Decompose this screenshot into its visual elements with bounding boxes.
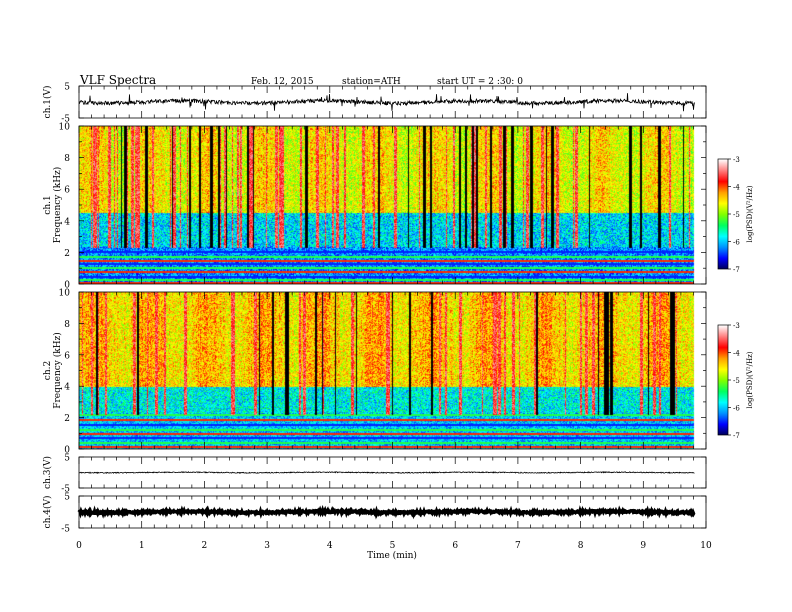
- y-tick-label: 10: [59, 289, 71, 299]
- ch2-colorbar-image: [718, 325, 728, 435]
- start-time-label: start UT = 2 :30: 0: [437, 77, 523, 87]
- x-tick-label: 8: [578, 541, 584, 551]
- colorbar-tick-label: -6: [733, 239, 740, 247]
- y-tick-label: 6: [64, 186, 70, 196]
- figure-title: VLF Spectra: [79, 73, 156, 87]
- y-tick-label: 10: [59, 123, 71, 133]
- y-tick-label: 2: [64, 249, 70, 259]
- ch3-waveform-panel: 5 -5 ch.3(V): [42, 454, 707, 495]
- channel-label: ch.1: [43, 195, 53, 214]
- y-tick-label: 2: [64, 414, 70, 424]
- y-tick-label: 8: [64, 154, 70, 164]
- x-tick-label: 0: [76, 541, 82, 551]
- y-tick-label: 6: [64, 351, 70, 361]
- x-tick-label: 2: [202, 541, 208, 551]
- y-tick-label: 5: [64, 454, 70, 464]
- colorbar-tick-label: -7: [733, 266, 740, 274]
- ch1-spectrogram-panel: 0 2 4 6 8 10 ch.1 Frequency (kHz): [43, 123, 707, 291]
- y-tick-label: 8: [64, 320, 70, 330]
- colorbar-tick-label: -3: [733, 156, 740, 164]
- colorbar-tick-label: -6: [733, 405, 740, 413]
- y-axis-label: ch.3(V): [42, 456, 53, 489]
- y-tick-label: 5: [64, 83, 70, 93]
- ch2-spectrogram-image: [79, 292, 706, 449]
- x-tick-label: 3: [264, 541, 270, 551]
- waveform-trace: [78, 93, 695, 112]
- date-label: Feb. 12, 2015: [251, 77, 314, 87]
- y-tick-label: -5: [61, 525, 70, 535]
- ch1-colorbar: -3 -4 -5 -6 -7 log(PSD)(V²/Hz): [717, 156, 754, 274]
- x-tick-label: 10: [700, 541, 712, 551]
- ch1-colorbar-image: [718, 159, 728, 269]
- station-label: station=ATH: [342, 77, 401, 87]
- ch1-spectrogram-image: [79, 126, 706, 284]
- x-tick-label: 9: [640, 541, 646, 551]
- y-axis-label: Frequency (kHz): [52, 167, 63, 244]
- time-axis-label: Time (min): [367, 550, 417, 561]
- ch2-colorbar: -3 -4 -5 -6 -7 log(PSD)(V²/Hz): [717, 322, 754, 440]
- y-tick-label: 5: [64, 493, 70, 503]
- colorbar-tick-label: -3: [733, 322, 740, 330]
- colorbar-tick-label: -4: [733, 184, 740, 192]
- y-tick-label: -5: [61, 115, 70, 125]
- colorbar-tick-label: -5: [733, 377, 740, 385]
- x-tick-label: 7: [515, 541, 521, 551]
- ch2-spectrogram-panel: 0 2 4 6 8 10 ch.2 Frequency (kHz): [43, 289, 707, 456]
- y-axis-label: ch.1(V): [42, 86, 53, 119]
- ch4-waveform-panel: 5 -5 ch.4(V): [42, 493, 707, 535]
- ch1-waveform-panel: 5 -5 ch.1(V): [42, 83, 707, 125]
- y-tick-label: 4: [64, 217, 70, 227]
- y-tick-label: -5: [61, 485, 70, 495]
- x-tick-label: 5: [390, 541, 396, 551]
- y-tick-label: 4: [64, 383, 70, 393]
- y-tick-label: 0: [64, 446, 70, 456]
- channel-label: ch.2: [43, 361, 53, 380]
- y-axis-label: ch.4(V): [42, 496, 53, 529]
- colorbar-tick-label: -4: [733, 350, 740, 358]
- time-axis: Time (min) 0 1 2 3 4 5 6 7 8 9 10: [76, 541, 712, 561]
- figure-header: VLF Spectra Feb. 12, 2015 station=ATH st…: [79, 73, 523, 87]
- y-axis-label: Frequency (kHz): [52, 332, 63, 409]
- x-tick-label: 1: [139, 541, 145, 551]
- x-tick-label: 6: [452, 541, 458, 551]
- colorbar-tick-label: -5: [733, 211, 740, 219]
- waveform-trace: [78, 471, 695, 474]
- y-tick-label: 0: [64, 281, 70, 291]
- colorbar-tick-label: -7: [733, 432, 740, 440]
- x-tick-label: 4: [327, 541, 333, 551]
- colorbar-label: log(PSD)(V²/Hz): [746, 351, 754, 408]
- waveform-trace: [77, 504, 696, 520]
- colorbar-label: log(PSD)(V²/Hz): [746, 185, 754, 242]
